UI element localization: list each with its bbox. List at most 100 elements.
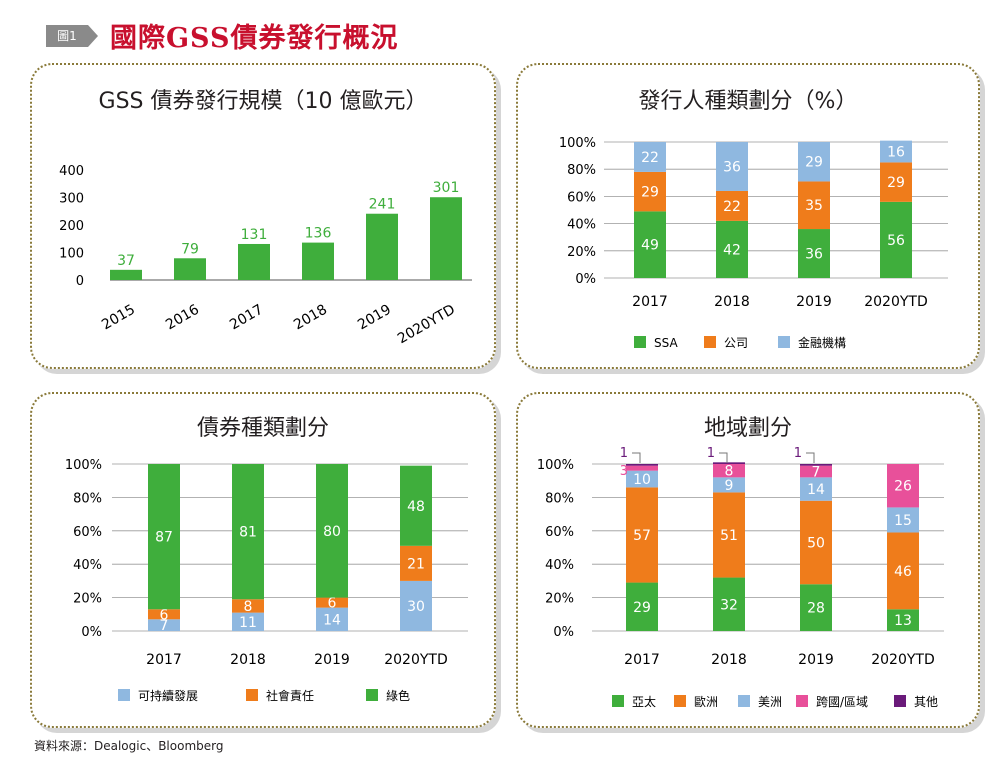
callout-label: 1 <box>620 446 628 461</box>
y-tick-label: 0% <box>81 625 102 640</box>
data-label: 36 <box>805 247 823 263</box>
y-tick-label: 0% <box>553 625 574 640</box>
bar-segment <box>887 532 919 610</box>
data-label: 30 <box>407 599 425 615</box>
panel-region: 地域劃分 0% 20% 40% 60% 80% 100% 29 57 10 2017 32 51 9 8 2… <box>516 392 980 728</box>
legend-label: 綠色 <box>386 689 410 703</box>
bar-segment <box>713 464 745 478</box>
y-tick-label: 40% <box>567 218 596 233</box>
data-label: 13 <box>894 613 912 629</box>
bar-segment <box>887 609 919 631</box>
bar-segment <box>400 545 432 581</box>
legend-label: 歐洲 <box>694 694 718 709</box>
bar-segment <box>148 619 180 631</box>
data-label: 8 <box>244 599 253 615</box>
data-label: 301 <box>433 180 460 196</box>
data-label: 35 <box>805 198 823 214</box>
bar-segment <box>800 584 832 631</box>
y-tick-label: 40% <box>73 558 102 573</box>
y-tick-label: 20% <box>567 245 596 260</box>
bar <box>366 213 398 280</box>
bar-segment <box>634 211 666 278</box>
legend-label: 其他 <box>914 695 938 709</box>
data-label: 51 <box>720 528 738 544</box>
y-tick-label: 0 <box>76 274 84 289</box>
x-tick-label: 2017 <box>146 652 182 668</box>
bar-segment <box>232 464 264 600</box>
bar-segment <box>316 464 348 598</box>
bar-segment <box>800 477 832 501</box>
bar <box>302 242 334 280</box>
data-label: 10 <box>633 472 651 488</box>
data-label: 37 <box>117 253 135 269</box>
data-label: 29 <box>641 185 659 201</box>
legend-swatch <box>796 695 808 707</box>
x-tick-label: 2020YTD <box>395 302 458 348</box>
x-tick-label: 2017 <box>624 652 660 668</box>
page-title: 國際GSS債券發行概況 <box>110 23 399 54</box>
y-tick-label: 0% <box>575 272 596 287</box>
x-tick-label: 2018 <box>714 294 750 310</box>
data-label: 15 <box>894 513 912 529</box>
data-label: 21 <box>407 556 425 572</box>
legend-swatch <box>674 695 686 707</box>
y-tick-label: 80% <box>567 163 596 178</box>
y-tick-label: 100% <box>65 458 102 473</box>
bar-segment <box>887 464 919 508</box>
data-label: 29 <box>887 175 905 191</box>
data-label: 8 <box>725 464 734 480</box>
callout-label: 1 <box>794 446 802 461</box>
y-tick-label: 60% <box>545 525 574 540</box>
y-tick-label: 20% <box>545 592 574 607</box>
data-label: 7 <box>160 618 169 634</box>
x-tick-label: 2018 <box>230 652 266 668</box>
legend-label: 金融機構 <box>798 335 846 350</box>
data-label: 42 <box>723 242 741 258</box>
bar-segment <box>880 201 912 278</box>
bar-segment <box>713 462 745 464</box>
bar-segment <box>400 580 432 631</box>
bar-segment <box>880 162 912 202</box>
bar-segment <box>800 464 832 466</box>
data-label: 26 <box>894 479 912 495</box>
x-tick-label: 2020YTD <box>384 652 448 668</box>
data-label: 46 <box>894 564 912 580</box>
data-label: 57 <box>633 528 651 544</box>
bar-segment <box>716 190 748 221</box>
legend-swatch <box>366 689 378 701</box>
legend-swatch <box>118 689 130 701</box>
bar <box>430 197 462 280</box>
data-label: 22 <box>723 199 741 215</box>
bar <box>110 269 142 280</box>
bar-segment <box>148 464 180 610</box>
data-label: 9 <box>725 478 734 494</box>
legend-label: 社會責任 <box>266 688 314 703</box>
bar-segment <box>716 220 748 278</box>
data-label: 87 <box>155 530 173 546</box>
data-label: 36 <box>723 159 741 175</box>
x-tick-label: 2016 <box>163 302 202 334</box>
y-tick-label: 100% <box>537 458 574 473</box>
region-chart: 0% 20% 40% 60% 80% 100% 29 57 10 2017 32 51 98 2018 28… <box>537 446 944 709</box>
data-label: 29 <box>805 155 823 171</box>
data-label: 32 <box>720 597 738 613</box>
legend-swatch <box>778 336 790 348</box>
panel-issuer: 發行人種類劃分（%） 0% 20% 40% 60% 80% 100% 49 29 22 2017 4… <box>516 63 980 369</box>
data-label: 136 <box>305 226 332 242</box>
x-tick-label: 2019 <box>355 302 394 334</box>
data-label: 49 <box>641 238 659 254</box>
data-label: 28 <box>807 601 825 617</box>
legend-swatch <box>738 695 750 707</box>
bar-segment <box>798 181 830 230</box>
y-tick-label: 40% <box>545 558 574 573</box>
data-label: 50 <box>807 535 825 551</box>
bondtype-chart: 0%20%40%60%80%100%7687201711881201814680… <box>65 458 468 703</box>
data-label: 241 <box>369 197 396 213</box>
data-label: 79 <box>181 241 199 257</box>
bar <box>238 243 270 280</box>
issuer-chart-title: 發行人種類劃分（%） <box>638 89 858 114</box>
data-label: 80 <box>323 524 341 540</box>
y-tick-label: 300 <box>59 192 84 207</box>
bar-segment <box>316 597 348 608</box>
data-label: 7 <box>812 465 821 481</box>
